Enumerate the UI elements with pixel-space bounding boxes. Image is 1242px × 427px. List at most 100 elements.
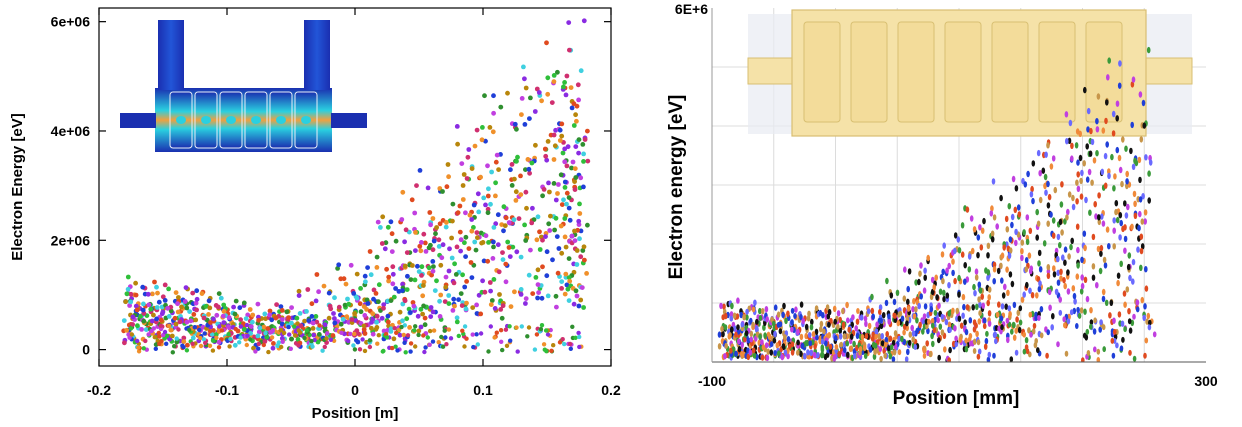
right-data-point: [799, 301, 804, 308]
left-data-point: [306, 318, 312, 323]
left-data-point: [421, 283, 426, 288]
right-data-point: [987, 294, 991, 301]
left-data-point: [492, 306, 498, 311]
right-cavity-inset: [747, 9, 1193, 137]
right-data-point: [974, 274, 979, 281]
left-data-point: [535, 282, 541, 287]
left-data-point: [581, 244, 587, 250]
right-y-tick-label: 6E+6: [675, 1, 708, 17]
left-data-point: [404, 287, 410, 292]
left-data-point: [493, 193, 498, 199]
right-inset-cell: [803, 21, 841, 123]
left-data-point: [198, 343, 204, 349]
left-data-point: [471, 225, 476, 230]
left-data-point: [493, 221, 499, 227]
left-data-point: [559, 133, 565, 139]
left-data-point: [491, 244, 496, 250]
left-data-point: [512, 289, 517, 295]
left-data-point: [530, 205, 535, 211]
right-data-point: [811, 331, 816, 338]
right-data-point: [986, 274, 990, 281]
left-data-point: [384, 266, 389, 272]
left-data-point: [460, 272, 465, 278]
right-data-point: [1065, 138, 1069, 145]
left-data-point: [149, 318, 155, 324]
right-data-point: [1131, 163, 1136, 170]
left-data-point: [311, 332, 317, 338]
right-data-point: [866, 308, 871, 315]
right-data-point: [1070, 142, 1074, 149]
right-data-point: [1123, 247, 1127, 254]
right-data-point: [930, 276, 935, 284]
left-data-point: [468, 260, 474, 265]
right-data-point: [951, 258, 955, 265]
right-data-point: [810, 318, 814, 326]
right-data-point: [1123, 200, 1127, 207]
right-data-point: [1014, 228, 1018, 236]
left-data-point: [145, 291, 151, 297]
right-data-point: [900, 315, 905, 322]
left-data-point: [492, 335, 497, 340]
left-data-point: [525, 334, 530, 339]
right-data-point: [870, 335, 875, 342]
left-data-point: [153, 346, 158, 351]
right-data-point: [1121, 136, 1125, 143]
left-data-point: [453, 272, 459, 277]
right-data-point: [923, 274, 927, 281]
right-data-point: [1126, 203, 1130, 211]
left-data-point: [140, 307, 146, 313]
right-data-point: [786, 336, 791, 343]
right-data-point: [740, 341, 744, 348]
left-data-point: [508, 167, 513, 173]
left-data-point: [551, 132, 557, 138]
left-data-point: [407, 325, 412, 330]
left-data-point: [158, 317, 164, 323]
right-data-point: [842, 333, 847, 340]
right-data-point: [906, 305, 911, 312]
right-data-point: [1056, 255, 1060, 263]
right-data-point: [1124, 145, 1128, 152]
right-data-point: [1043, 182, 1047, 190]
left-data-point: [577, 236, 582, 242]
left-data-point: [400, 189, 406, 195]
right-data-point: [1067, 253, 1071, 260]
right-data-point: [809, 324, 814, 331]
right-data-point: [1146, 312, 1151, 320]
left-data-point: [568, 85, 574, 90]
left-data-point: [146, 332, 151, 337]
right-data-point: [761, 344, 766, 351]
right-data-point: [730, 302, 734, 310]
right-data-point: [1045, 352, 1049, 359]
left-data-point: [431, 264, 436, 269]
right-data-point: [880, 340, 885, 347]
left-data-point: [166, 286, 172, 292]
right-data-point: [775, 342, 780, 349]
left-data-point: [241, 327, 247, 332]
left-y-tick-label: 6e+06: [51, 14, 91, 30]
left-data-point: [185, 342, 190, 348]
left-data-point: [426, 265, 432, 271]
left-data-point: [576, 218, 582, 224]
right-data-point: [1044, 151, 1048, 158]
left-data-point: [269, 335, 275, 340]
left-data-point: [279, 344, 284, 350]
right-data-point: [1140, 296, 1145, 304]
right-data-point: [917, 278, 921, 286]
left-data-point: [274, 302, 279, 307]
left-data-point: [527, 116, 532, 121]
right-data-point: [1038, 196, 1043, 204]
left-data-point: [427, 342, 432, 347]
left-data-point: [367, 338, 373, 343]
right-data-point: [1080, 282, 1085, 290]
right-data-point: [888, 353, 893, 360]
right-data-point: [819, 320, 824, 328]
left-data-point: [566, 298, 572, 303]
left-data-point: [553, 197, 559, 203]
left-data-point: [443, 335, 448, 340]
right-data-point: [1069, 309, 1074, 316]
right-data-point: [879, 322, 884, 330]
left-data-point: [175, 301, 180, 307]
right-data-point: [1113, 173, 1117, 180]
right-data-point: [912, 298, 916, 305]
right-data-point: [1143, 218, 1147, 225]
